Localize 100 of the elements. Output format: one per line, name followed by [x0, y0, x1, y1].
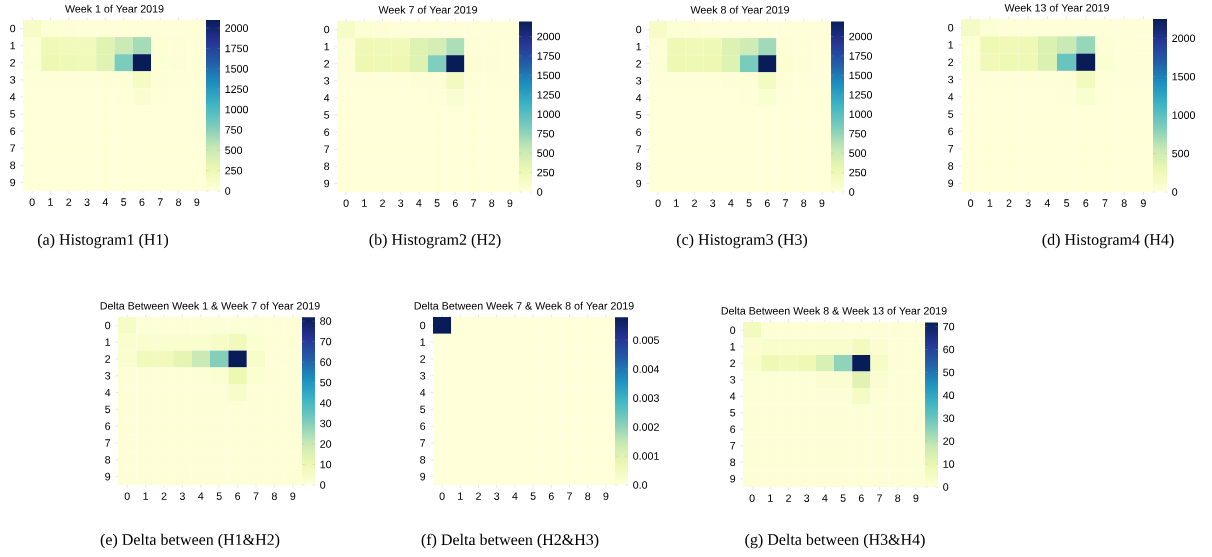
y-tick-label: 3 — [636, 77, 642, 85]
y-tick-label: 7 — [420, 439, 426, 447]
x-tick-label: 4 — [512, 492, 518, 500]
color-bar-label: 1500 — [537, 71, 561, 80]
y-tick-label: 9 — [10, 178, 16, 187]
chart-title: Week 8 of Year 2019 — [690, 5, 789, 14]
y-tick-label: 7 — [324, 145, 330, 153]
y-tick-label: 0 — [420, 321, 426, 330]
x-tick-label: 1 — [674, 199, 679, 207]
y-tick-label: 2 — [730, 359, 736, 367]
y-tick-label: 9 — [948, 179, 954, 188]
x-tick-label: 7 — [471, 199, 476, 207]
y-tick-label: 0 — [10, 24, 16, 33]
color-bar-label: 0 — [849, 188, 855, 196]
y-tick-label: 4 — [104, 388, 111, 397]
y-tick-label: 8 — [730, 458, 736, 467]
x-tick-label: 3 — [804, 494, 810, 502]
x-tick-label: 7 — [253, 492, 259, 500]
x-tick-label: 3 — [710, 199, 716, 207]
x-tick-label: 6 — [764, 199, 770, 207]
y-tick-label: 1 — [636, 42, 642, 51]
color-bar-label: 2000 — [225, 24, 249, 32]
x-tick-label: 3 — [398, 199, 404, 207]
y-tick-label: 6 — [948, 127, 954, 136]
color-bar-label: 0.002 — [633, 423, 659, 431]
x-tick-label: 9 — [819, 199, 825, 207]
color-bar-label: 60 — [320, 358, 332, 366]
y-tick-label: 2 — [105, 355, 111, 363]
y-tick-label: 4 — [323, 94, 330, 102]
x-tick-label: 8 — [801, 199, 807, 207]
x-tick-label: 6 — [139, 198, 145, 206]
x-tick-label: 0 — [655, 199, 661, 207]
x-tick-label: 1 — [458, 492, 463, 500]
color-bar-label: 0.001 — [633, 452, 659, 460]
chart-title: Week 13 of Year 2019 — [1004, 3, 1109, 12]
y-tick-label: 8 — [636, 162, 642, 171]
x-tick-label: 0 — [343, 199, 349, 207]
y-tick-label: 2 — [10, 59, 16, 67]
color-bar-label: 1750 — [537, 52, 561, 60]
color-bar-label: 500 — [225, 146, 243, 155]
x-tick-label: 0 — [124, 492, 130, 500]
color-bar-label: 40 — [942, 391, 955, 400]
y-tick-label: 9 — [420, 472, 426, 481]
color-bar-label: 80 — [320, 317, 332, 325]
x-tick-label: 8 — [176, 198, 182, 206]
y-tick-label: 5 — [105, 405, 111, 414]
x-tick-label: 6 — [548, 492, 554, 500]
y-tick-label: 1 — [730, 343, 736, 351]
y-tick-label: 0 — [948, 23, 954, 32]
x-tick-label: 5 — [121, 198, 127, 206]
y-tick-label: 8 — [105, 456, 111, 464]
y-tick-label: 6 — [10, 127, 16, 135]
y-tick-label: 5 — [10, 110, 16, 118]
color-bar-label: 40 — [319, 399, 332, 407]
color-bar-label: 1750 — [849, 52, 873, 60]
x-tick-label: 7 — [157, 198, 163, 206]
y-tick-label: 0 — [105, 321, 111, 330]
y-tick-label: 5 — [948, 110, 954, 118]
color-bar-label: 2000 — [1172, 34, 1196, 42]
x-tick-label: 0 — [749, 494, 755, 502]
y-tick-label: 6 — [730, 425, 736, 434]
x-tick-label: 5 — [530, 492, 536, 500]
y-tick-label: 8 — [420, 456, 426, 464]
y-tick-label: 7 — [10, 144, 16, 152]
x-tick-label: 2 — [476, 492, 481, 500]
chart-title: Delta Between Week 7 & Week 8 of Year 2019 — [414, 301, 634, 310]
y-tick-label: 7 — [730, 442, 736, 450]
color-bar-label: 50 — [320, 378, 332, 387]
x-tick-label: 0 — [29, 198, 35, 206]
y-tick-label: 2 — [636, 60, 642, 68]
y-tick-label: 8 — [10, 161, 16, 170]
color-bar-label: 10 — [320, 460, 332, 469]
color-bar-label: 30 — [943, 414, 955, 423]
text: (a) Histogram1 (H1) — [37, 233, 169, 249]
y-tick-label: 8 — [948, 162, 954, 170]
color-bar-label: 500 — [1172, 149, 1190, 158]
x-tick-label: 4 — [1044, 199, 1051, 207]
y-tick-label: 5 — [420, 405, 426, 414]
x-tick-label: 9 — [507, 199, 513, 207]
color-bar-label: 1500 — [1172, 72, 1196, 81]
x-tick-label: 8 — [271, 492, 277, 500]
text: (g) Delta between (H3&H4) — [745, 533, 925, 549]
x-tick-label: 8 — [895, 494, 901, 502]
color-bar-label: 20 — [943, 437, 955, 445]
y-tick-label: 0 — [730, 326, 736, 335]
y-tick-label: 3 — [420, 372, 426, 380]
text: (c) Histogram3 (H3) — [676, 233, 808, 249]
color-bar-label: 0 — [1172, 188, 1178, 196]
y-tick-label: 6 — [636, 128, 642, 136]
x-tick-label: 7 — [877, 494, 882, 502]
text: (f) Delta between (H2&H3) — [421, 533, 599, 549]
chart-title: Delta Between Week 1 & Week 7 of Year 2019 — [100, 301, 320, 310]
x-tick-label: 4 — [822, 494, 828, 502]
x-tick-label: 2 — [380, 199, 385, 207]
y-tick-label: 4 — [635, 94, 642, 102]
y-tick-label: 2 — [948, 58, 954, 66]
x-tick-label: 5 — [434, 199, 440, 207]
y-tick-label: 7 — [636, 145, 642, 153]
color-bar-label: 1250 — [849, 91, 873, 99]
x-tick-label: 7 — [783, 199, 788, 207]
